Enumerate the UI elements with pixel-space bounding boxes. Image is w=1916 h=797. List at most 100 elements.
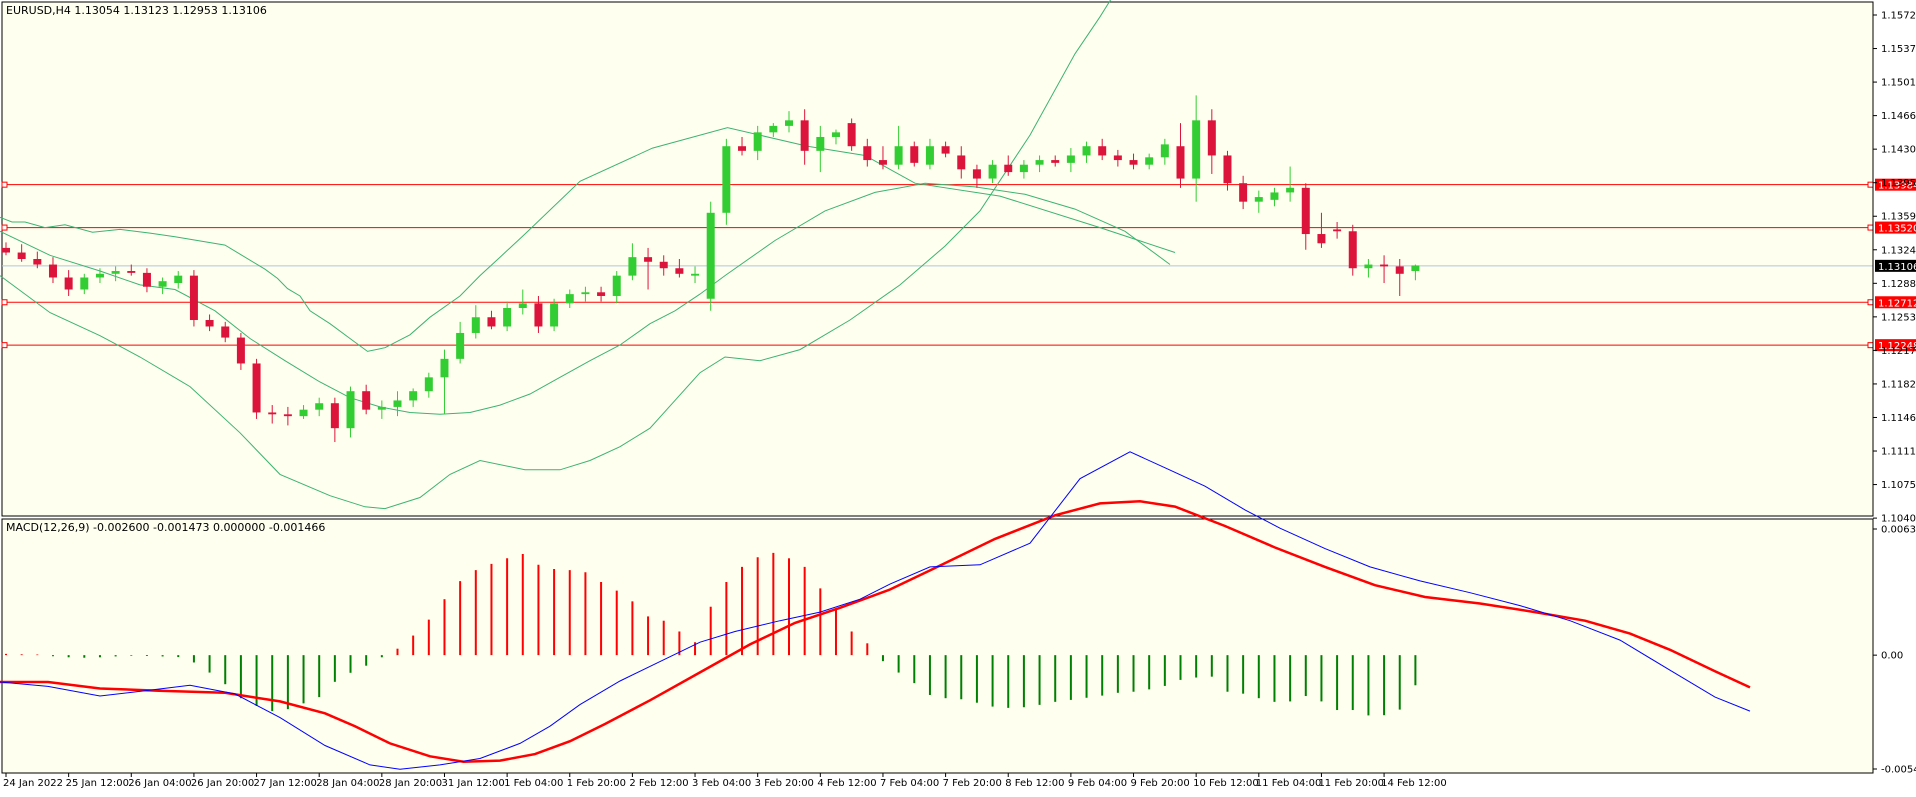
bollinger-middle-band xyxy=(0,182,1171,415)
candle-body xyxy=(863,146,872,161)
candle-body xyxy=(268,412,277,415)
time-tick-label: 1 Feb 04:00 xyxy=(504,778,563,789)
candle-body xyxy=(362,391,371,410)
candle-body xyxy=(706,212,715,299)
time-tick-label: 7 Feb 20:00 xyxy=(943,778,1002,789)
candle-body xyxy=(127,271,136,273)
candle-body xyxy=(1113,155,1122,161)
candle-body xyxy=(1051,160,1060,163)
candle-body xyxy=(800,120,809,151)
candle-body xyxy=(189,275,198,321)
candle-body xyxy=(424,377,433,392)
price-tick-label: 1.10750 xyxy=(1881,480,1916,491)
candle-body xyxy=(534,303,543,327)
candle-body xyxy=(1239,183,1248,202)
candle-body xyxy=(1129,160,1138,165)
candle-body xyxy=(753,132,762,151)
candle-body xyxy=(283,414,292,417)
level-price-tag xyxy=(1875,296,1916,309)
candle-body xyxy=(377,406,386,410)
price-tick-label: 1.13950 xyxy=(1881,178,1916,189)
candle-body xyxy=(550,303,559,327)
candle-body xyxy=(847,123,856,147)
time-tick-label: 3 Feb 04:00 xyxy=(692,778,751,789)
candle-body xyxy=(738,146,747,151)
candle-body xyxy=(941,146,950,154)
candle-body xyxy=(236,337,245,364)
level-price-label: 1.13520 xyxy=(1878,224,1916,235)
candle-body xyxy=(878,160,887,165)
level-handle-right xyxy=(1867,181,1874,188)
level-price-label: 1.12248 xyxy=(1878,341,1916,352)
candle-body xyxy=(1301,187,1310,235)
time-axis: 24 Jan 2022 25 Jan 12:00 26 Jan 04:00 26 Ja… xyxy=(3,773,1447,789)
macd-blue-line xyxy=(0,451,1751,770)
candle-body xyxy=(330,403,339,429)
macd-axis: 0.006326 0.00 -0.005476 xyxy=(1872,519,1916,776)
level-handle-right xyxy=(1867,224,1874,231)
price-panel[interactable]: 1.13984 1.13520 1.12712 1.12248 1.13106 EURU… xyxy=(0,0,1916,525)
candle-body xyxy=(831,132,840,137)
candle-body xyxy=(1004,164,1013,173)
time-tick-label: 28 Jan 20:00 xyxy=(379,778,442,789)
level-handle-left xyxy=(1,299,8,306)
candle-body xyxy=(1317,234,1326,244)
candle-body xyxy=(221,326,230,338)
candle-body xyxy=(299,409,308,417)
candle-body xyxy=(675,268,684,274)
macd-tick-label: 0.00 xyxy=(1881,651,1903,662)
level-price-label: 1.13984 xyxy=(1878,181,1916,192)
candle-body xyxy=(565,294,574,304)
candle-body xyxy=(1411,265,1420,272)
macd-panel-header: MACD(12,26,9) -0.002600 -0.001473 0.0000… xyxy=(6,521,325,534)
price-tick-label: 1.11110 xyxy=(1881,447,1916,458)
candle-body xyxy=(1160,144,1169,158)
candle-body xyxy=(988,164,997,179)
time-tick-label: 4 Feb 12:00 xyxy=(817,778,876,789)
candle-body xyxy=(894,146,903,165)
candle-body xyxy=(1176,146,1185,179)
candle-body xyxy=(1348,231,1357,269)
candle-body xyxy=(1098,146,1107,156)
current-price-label: 1.13106 xyxy=(1878,262,1916,273)
candle-body xyxy=(174,275,183,284)
candle-body xyxy=(64,277,73,290)
price-tick-label: 1.15720 xyxy=(1881,11,1916,22)
candle-body xyxy=(1192,120,1201,179)
bollinger-bands xyxy=(0,0,1176,510)
candle-body xyxy=(722,146,731,213)
horizontal-levels[interactable]: 1.13984 1.13520 1.12712 1.12248 1.13106 xyxy=(1,178,1916,352)
candle-body xyxy=(1145,157,1154,165)
candle-body xyxy=(1395,266,1404,274)
price-tick-label: 1.12880 xyxy=(1881,279,1916,290)
candle-body xyxy=(597,292,606,296)
candle-body xyxy=(816,136,825,151)
candle-body xyxy=(785,120,793,126)
candle-body xyxy=(1019,164,1028,173)
macd-tick-label: 0.006326 xyxy=(1881,525,1916,536)
price-tick-label: 1.13240 xyxy=(1881,245,1916,256)
time-tick-label: 26 Jan 04:00 xyxy=(128,778,191,789)
candle-body xyxy=(487,317,496,327)
macd-panel[interactable]: MACD(12,26,9) -0.002600 -0.001473 0.0000… xyxy=(0,451,1916,776)
level-price-label: 1.12712 xyxy=(1878,298,1916,309)
candle-body xyxy=(925,146,934,165)
candle-body xyxy=(628,257,637,276)
candle-body xyxy=(95,273,104,278)
candle-body xyxy=(1035,160,1044,165)
time-tick-label: 27 Jan 12:00 xyxy=(254,778,317,789)
time-tick-label: 25 Jan 12:00 xyxy=(66,778,129,789)
candle-body xyxy=(111,271,120,274)
price-tick-label: 1.11460 xyxy=(1881,413,1916,424)
time-tick-label: 10 Feb 12:00 xyxy=(1193,778,1259,789)
candle-body xyxy=(769,125,778,133)
candle-body xyxy=(346,391,355,429)
candle-body xyxy=(158,281,167,287)
candle-body xyxy=(409,391,418,401)
level-handle-right xyxy=(1867,299,1874,306)
time-tick-label: 8 Feb 12:00 xyxy=(1005,778,1064,789)
price-tick-label: 1.14300 xyxy=(1881,145,1916,156)
time-tick-label: 1 Feb 20:00 xyxy=(567,778,626,789)
